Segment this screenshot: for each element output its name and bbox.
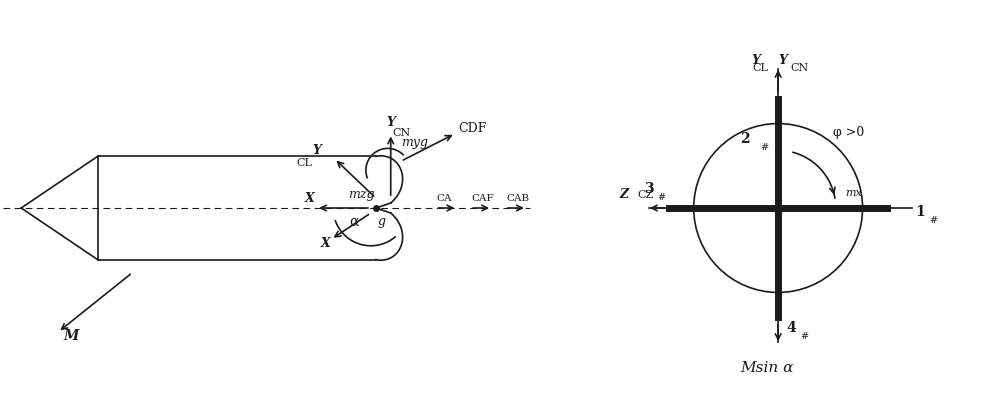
Text: M: M: [63, 329, 78, 343]
Text: Y: Y: [752, 54, 761, 67]
Text: mx: mx: [846, 188, 862, 198]
Text: 4: 4: [786, 321, 796, 335]
Text: CN: CN: [393, 128, 411, 138]
Text: Y: Y: [312, 143, 321, 157]
Text: CN: CN: [790, 63, 808, 73]
Text: CDF: CDF: [458, 122, 487, 135]
Text: Y: Y: [779, 54, 788, 67]
Text: CAF: CAF: [471, 194, 494, 203]
Text: Msin α: Msin α: [740, 361, 794, 375]
Text: CA: CA: [436, 194, 452, 203]
Text: #: #: [657, 193, 665, 202]
Text: CL: CL: [297, 158, 312, 168]
Text: g: g: [378, 215, 386, 228]
Text: CZ: CZ: [637, 190, 653, 200]
Text: φ >0: φ >0: [833, 127, 864, 140]
Text: mzg: mzg: [348, 188, 375, 201]
Text: Z: Z: [619, 188, 628, 201]
Text: myg: myg: [401, 136, 428, 149]
Text: 1: 1: [915, 205, 925, 219]
Text: #: #: [760, 143, 768, 153]
Text: α: α: [349, 215, 358, 229]
Text: Y: Y: [387, 115, 396, 129]
Text: 2: 2: [740, 133, 750, 146]
Text: #: #: [929, 216, 937, 225]
Text: 3: 3: [644, 182, 654, 196]
Text: CAB: CAB: [506, 194, 529, 203]
Text: #: #: [800, 332, 808, 341]
Text: X: X: [321, 237, 331, 250]
Text: X: X: [304, 192, 314, 205]
Text: CL: CL: [752, 63, 768, 73]
